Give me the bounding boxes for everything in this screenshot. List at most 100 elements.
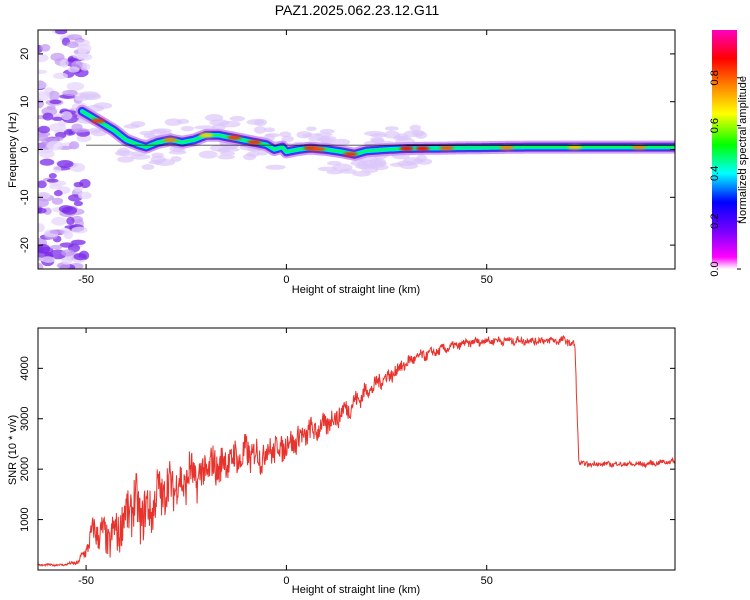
y-tick-label: 10 bbox=[19, 96, 31, 108]
halo-blob bbox=[339, 168, 357, 174]
halo-blob bbox=[88, 127, 102, 134]
noise-blob bbox=[69, 162, 86, 173]
y-tick-label: 1000 bbox=[19, 507, 31, 531]
spectrogram-x-label: Height of straight line (km) bbox=[292, 284, 420, 296]
y-tick-label: -10 bbox=[19, 189, 31, 205]
peak-spot bbox=[311, 146, 326, 152]
noise-blob bbox=[78, 191, 92, 200]
noise-blob bbox=[73, 200, 84, 207]
halo-blob bbox=[219, 151, 236, 156]
noise-blob bbox=[46, 178, 59, 183]
noise-blob bbox=[46, 105, 56, 110]
halo-blob bbox=[413, 158, 424, 163]
x-tick-label: -50 bbox=[78, 274, 94, 286]
halo-blob bbox=[384, 126, 399, 131]
noise-blob bbox=[56, 160, 74, 168]
halo-blob bbox=[164, 118, 182, 126]
peak-spot bbox=[199, 132, 214, 138]
noise-blob bbox=[52, 165, 62, 173]
spectrogram-y-ticks: -20 -10 0 10 20 bbox=[19, 48, 675, 253]
noise-blob bbox=[61, 249, 75, 257]
y-tick-label: -20 bbox=[19, 237, 31, 253]
halo-blob bbox=[352, 170, 372, 177]
noise-blob bbox=[38, 223, 45, 233]
colorbar-ticks: 0.0 0.2 0.4 0.6 0.8 bbox=[709, 70, 741, 277]
figure-title: PAZ1.2025.062.23.12.G11 bbox=[275, 2, 440, 18]
noise-blob bbox=[39, 149, 55, 159]
halo-blob bbox=[153, 158, 176, 166]
noise-blob bbox=[66, 41, 79, 49]
colorbar-gradient bbox=[712, 30, 737, 269]
noise-blob bbox=[38, 207, 47, 214]
snr-frame bbox=[37, 327, 676, 571]
halo-blob bbox=[123, 124, 141, 129]
halo-blob bbox=[117, 156, 134, 163]
noise-blob bbox=[76, 53, 93, 61]
y-tick-label: 0 bbox=[19, 146, 31, 152]
snr-y-ticks: 1000 2000 3000 4000 bbox=[19, 356, 675, 532]
peak-spot bbox=[415, 146, 430, 151]
halo-blob bbox=[403, 130, 422, 138]
noise-blob bbox=[38, 69, 48, 75]
spectrogram-y-label: Frequency (Hz) bbox=[7, 112, 19, 188]
noise-blob bbox=[38, 198, 49, 208]
peak-spot bbox=[499, 145, 514, 150]
noise-blob bbox=[48, 173, 57, 179]
halo-blob bbox=[246, 151, 260, 157]
halo-blob bbox=[281, 135, 294, 143]
noise-blob bbox=[52, 72, 68, 80]
halo-blob bbox=[194, 125, 216, 130]
noise-blob bbox=[51, 216, 67, 226]
noise-blob bbox=[38, 180, 47, 189]
noise-blob bbox=[66, 216, 75, 226]
noise-blob bbox=[61, 257, 73, 265]
peak-spot bbox=[439, 145, 454, 151]
halo-blob bbox=[117, 147, 130, 156]
halo-blob bbox=[253, 126, 267, 134]
halo-blob bbox=[141, 164, 155, 170]
snr-series-line bbox=[38, 334, 675, 568]
noise-blob bbox=[61, 206, 78, 215]
y-tick-label: 20 bbox=[19, 48, 31, 60]
colorbar-tick-label: 0.6 bbox=[709, 118, 721, 133]
spectrogram-marks bbox=[38, 30, 675, 269]
noise-blob bbox=[49, 122, 66, 133]
noise-blob bbox=[62, 89, 78, 96]
colorbar-tick-label: 0.2 bbox=[709, 214, 721, 229]
noise-blob bbox=[38, 53, 49, 63]
halo-blob bbox=[306, 126, 317, 131]
noise-blob bbox=[46, 140, 63, 151]
halo-blob bbox=[319, 128, 335, 134]
noise-blob bbox=[71, 226, 88, 234]
halo-blob bbox=[217, 154, 235, 160]
halo-blob bbox=[209, 119, 229, 127]
noise-blob bbox=[71, 128, 90, 133]
noise-blob bbox=[73, 181, 84, 188]
halo-blob bbox=[263, 127, 276, 133]
halo-blob bbox=[364, 130, 385, 137]
noise-blob bbox=[38, 80, 48, 89]
x-tick-label: 50 bbox=[481, 575, 493, 587]
noise-blob bbox=[40, 43, 51, 52]
noise-blob bbox=[49, 229, 64, 235]
noise-blob bbox=[68, 141, 80, 150]
halo-blob bbox=[374, 158, 387, 166]
peak-spot bbox=[163, 137, 178, 143]
noise-blob bbox=[67, 66, 80, 73]
y-tick-label: 3000 bbox=[19, 407, 31, 431]
snr-panel: -50 0 50 1000 2000 3000 4000 Height of straig… bbox=[7, 327, 676, 596]
peak-spot bbox=[91, 118, 106, 124]
noise-blob bbox=[39, 158, 55, 166]
noise-blob bbox=[42, 112, 54, 121]
noise-blob bbox=[73, 253, 87, 261]
noise-blob bbox=[51, 197, 64, 205]
halo-blob bbox=[399, 161, 419, 170]
halo-blob bbox=[198, 150, 218, 159]
snr-y-label: SNR (10 * v/v) bbox=[7, 415, 19, 485]
noise-blob bbox=[66, 82, 85, 91]
noise-blob bbox=[60, 59, 69, 68]
snr-plot-area bbox=[38, 334, 675, 568]
peak-spot bbox=[343, 152, 358, 157]
noise-blob bbox=[71, 239, 86, 245]
